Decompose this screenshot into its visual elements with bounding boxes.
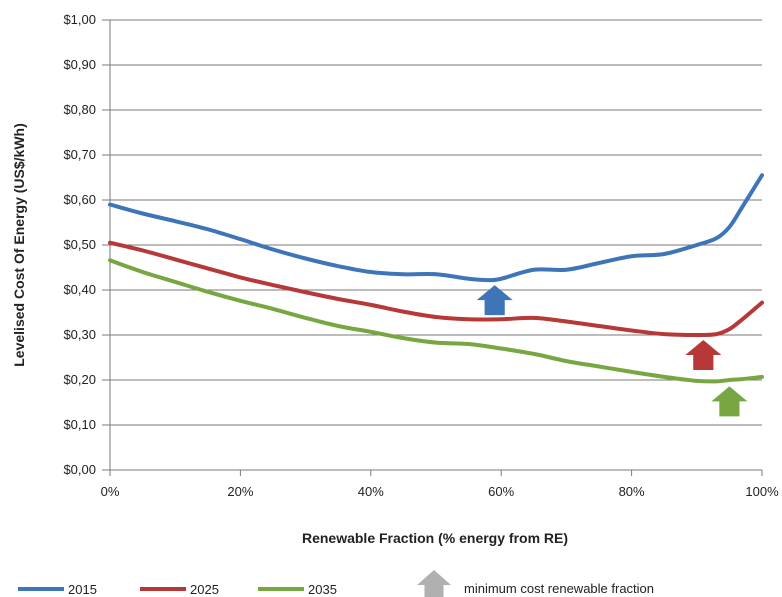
legend-label-2025: 2025 <box>190 582 219 597</box>
y-tick-label: $0,50 <box>63 237 96 252</box>
series-line-2035 <box>108 258 764 384</box>
axis-layer: $0,00 $0,10 $0,20 $0,30 $0,40 $0,50 $0,60 $0,70… <box>63 12 779 499</box>
x-tick-label: 100% <box>745 484 779 499</box>
y-tick-label: $0,90 <box>63 57 96 72</box>
x-tick-label: 20% <box>227 484 253 499</box>
x-tick-label: 40% <box>358 484 384 499</box>
legend-arrow-label: minimum cost renewable fraction <box>464 581 654 596</box>
grid-layer <box>102 19 762 471</box>
min-cost-arrow-2035 <box>711 386 748 417</box>
legend-label-2015: 2015 <box>68 582 97 597</box>
legend-arrow-icon <box>417 570 451 597</box>
y-tick-label: $0,30 <box>63 327 96 342</box>
min-cost-arrow-2015 <box>476 285 513 316</box>
x-axis-title: Renewable Fraction (% energy from RE) <box>302 530 568 546</box>
min-cost-arrow-2025 <box>685 340 722 370</box>
series-line-2015 <box>108 173 764 283</box>
y-tick-label: $0,70 <box>63 147 96 162</box>
x-tick-label: 0% <box>101 484 120 499</box>
y-tick-label: $0,00 <box>63 462 96 477</box>
legend: 2015 2025 2035 minimum cost renewable fract… <box>18 570 654 597</box>
y-tick-label: $0,40 <box>63 282 96 297</box>
y-tick-label: $0,10 <box>63 417 96 432</box>
series-line-2025 <box>108 240 764 338</box>
x-tick-label: 60% <box>488 484 514 499</box>
x-tick-label: 80% <box>619 484 645 499</box>
y-tick-label: $0,20 <box>63 372 96 387</box>
y-tick-label: $0,80 <box>63 102 96 117</box>
legend-label-2035: 2035 <box>308 582 337 597</box>
y-tick-label: $0,60 <box>63 192 96 207</box>
series-layer <box>108 173 764 384</box>
annotation-layer <box>476 285 748 417</box>
y-tick-label: $1,00 <box>63 12 96 27</box>
y-axis-title: Levelised Cost Of Energy (US$/kWh) <box>11 123 27 367</box>
